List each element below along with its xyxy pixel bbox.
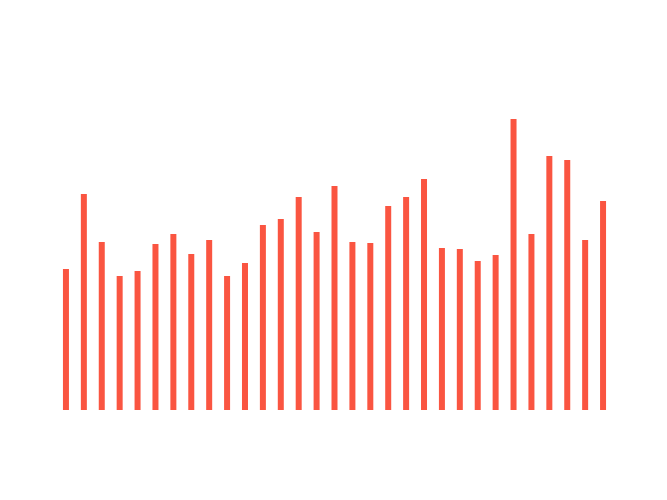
bar: [564, 160, 571, 410]
bar: [62, 269, 69, 410]
bar: [385, 206, 392, 410]
bar: [421, 179, 428, 410]
bar: [474, 261, 481, 410]
bar: [170, 234, 177, 410]
bar: [546, 156, 553, 410]
bar: [116, 276, 123, 410]
bar: [241, 263, 248, 410]
bar: [600, 201, 607, 410]
bar: [313, 232, 320, 410]
bar: [98, 242, 105, 410]
bar: [331, 186, 338, 410]
bar: [259, 225, 266, 410]
bar: [528, 234, 535, 410]
bar: [492, 255, 499, 410]
bar: [582, 240, 589, 410]
bar: [206, 240, 213, 410]
bar: [349, 242, 356, 410]
bar: [134, 271, 141, 410]
bar: [188, 254, 195, 410]
bar: [510, 119, 517, 410]
bar: [403, 197, 410, 410]
bar: [295, 197, 302, 410]
bar: [456, 249, 463, 410]
bar: [152, 244, 159, 410]
bar: [438, 248, 445, 410]
bar: [367, 243, 374, 410]
bar: [277, 219, 284, 410]
bar: [224, 276, 231, 410]
bar: [80, 194, 87, 410]
